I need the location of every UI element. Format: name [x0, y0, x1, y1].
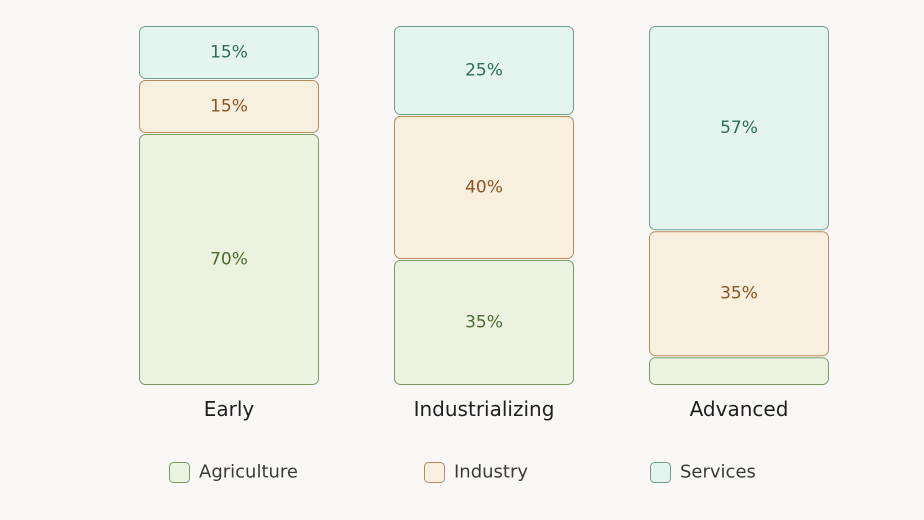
- legend: Agriculture Industry Services: [169, 462, 756, 483]
- bar-segment-early-agriculture: [139, 134, 319, 385]
- legend-swatch-services: [650, 462, 671, 483]
- data-label-early-services: 15%: [210, 43, 248, 63]
- legend-label-agriculture: Agriculture: [199, 462, 298, 483]
- category-label-early: Early: [204, 397, 255, 421]
- bar-segment-industrializing-industry: [394, 116, 574, 259]
- bar-segment-advanced-services: [649, 26, 829, 231]
- bars-group: 70% 15% 15% 35% 40% 25% 35% 57%: [139, 26, 829, 386]
- data-label-advanced-services: 57%: [720, 118, 758, 138]
- category-label-industrializing: Industrializing: [414, 397, 555, 421]
- data-label-early-agriculture: 70%: [210, 250, 248, 270]
- legend-swatch-industry: [424, 462, 445, 483]
- data-label-industrializing-services: 25%: [465, 61, 503, 81]
- data-label-industrializing-agriculture: 35%: [465, 313, 503, 333]
- bar-segment-industrializing-agriculture: [394, 260, 574, 385]
- bar-segment-industrializing-services: [394, 26, 574, 115]
- data-label-advanced-industry: 35%: [720, 284, 758, 304]
- bar-segment-early-services: [139, 26, 319, 79]
- bar-segment-advanced-industry: [649, 231, 829, 357]
- category-labels: Early Industrializing Advanced: [204, 397, 789, 421]
- data-label-early-industry: 15%: [210, 97, 248, 117]
- bar-segment-early-industry: [139, 80, 319, 133]
- category-label-advanced: Advanced: [690, 397, 789, 421]
- legend-label-industry: Industry: [454, 462, 528, 483]
- legend-swatch-agriculture: [169, 462, 190, 483]
- legend-label-services: Services: [680, 462, 756, 483]
- bar-segment-advanced-agriculture: [649, 357, 829, 386]
- data-label-industrializing-industry: 40%: [465, 178, 503, 198]
